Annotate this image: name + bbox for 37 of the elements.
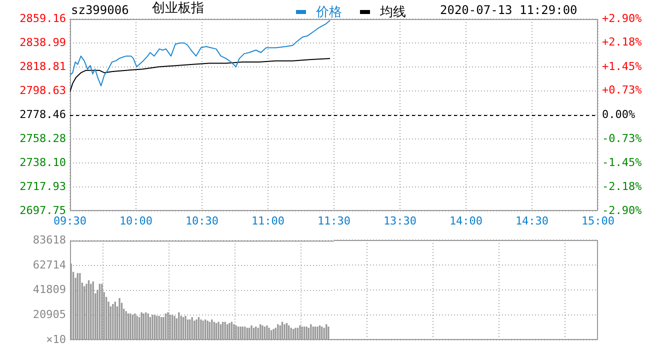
x-tick-label: 14:00 <box>449 214 483 228</box>
y-tick-label: 41809 <box>32 283 66 296</box>
y-tick-label: 2859.16 <box>20 12 66 25</box>
y2-tick-label: -2.90% <box>602 204 642 217</box>
text: sz399006 <box>71 3 129 17</box>
y-tick-label: 2778.46 <box>20 108 66 121</box>
x-tick-label: 11:30 <box>317 214 351 228</box>
text: 2020-07-13 11:29:00 <box>440 3 578 17</box>
y-tick-label: 2738.10 <box>20 156 66 169</box>
chart-title: 创业板指 <box>152 1 204 16</box>
y2-tick-label: 0.00% <box>602 108 636 121</box>
y-tick-label: 2697.75 <box>20 204 66 217</box>
y2-tick-label: +1.45% <box>602 60 642 73</box>
y2-tick-label: +0.73% <box>602 84 642 97</box>
legend-label: 价格 <box>316 4 342 21</box>
legend-label: 均线 <box>380 4 406 21</box>
x-tick-label: 09:30 <box>53 214 87 228</box>
x-tick-label: 11:00 <box>251 214 285 228</box>
x-tick-label: 15:00 <box>581 214 615 228</box>
y-tick-label: 2758.28 <box>20 132 66 145</box>
y-tick-label: 2818.81 <box>20 60 66 73</box>
y-axis-title: ×10 <box>46 332 66 346</box>
y-tick-label: 62714 <box>32 258 66 272</box>
x-tick-label: 10:30 <box>185 214 219 228</box>
y2-tick-label: -1.45% <box>602 156 642 169</box>
y-tick-label: 2798.63 <box>20 84 66 97</box>
y-tick-label: 2717.93 <box>20 180 66 193</box>
x-tick-label: 13:30 <box>383 214 417 228</box>
y-tick-label: 2838.99 <box>20 36 66 49</box>
x-tick-label: 14:30 <box>515 214 549 228</box>
y-tick-label: 83618 <box>32 233 66 246</box>
y-tick-label: 20905 <box>32 308 66 322</box>
y2-tick-label: -0.73% <box>602 132 642 146</box>
y2-tick-label: +2.90% <box>602 12 642 25</box>
y2-tick-label: -2.18% <box>602 180 642 194</box>
y2-tick-label: +2.18% <box>602 36 642 49</box>
x-tick-label: 10:00 <box>119 214 153 228</box>
